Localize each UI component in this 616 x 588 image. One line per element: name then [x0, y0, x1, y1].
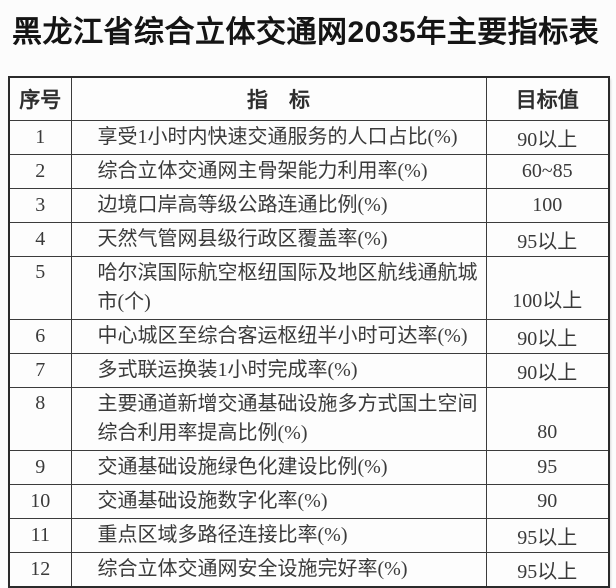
header-target: 目标值 [485, 76, 610, 121]
target-cell: 100 [485, 187, 610, 223]
table-row: 5 哈尔滨国际航空枢纽国际及地区航线通航城市(个) 100以上 [8, 255, 610, 320]
table-row: 1 享受1小时内快速交通服务的人口占比(%) 90以上 [8, 119, 610, 155]
table-row: 11 重点区域多路径连接比率(%) 95以上 [8, 517, 610, 553]
seq-cell: 4 [8, 221, 72, 257]
indicator-cell: 综合立体交通网安全设施完好率(%) [70, 551, 487, 587]
table-row: 3 边境口岸高等级公路连通比例(%) 100 [8, 187, 610, 223]
indicator-cell: 主要通道新增交通基础设施多方式国土空间综合利用率提高比例(%) [70, 386, 487, 451]
target-cell: 95 [485, 449, 610, 485]
header-seq: 序号 [8, 76, 72, 121]
seq-cell: 6 [8, 318, 72, 354]
seq-cell: 1 [8, 119, 72, 155]
indicator-cell: 边境口岸高等级公路连通比例(%) [70, 187, 487, 223]
target-cell: 90 [485, 483, 610, 519]
table-row: 7 多式联运换装1小时完成率(%) 90以上 [8, 352, 610, 388]
header-indicator: 指 标 [70, 76, 487, 121]
target-cell: 95以上 [485, 221, 610, 257]
table-row: 9 交通基础设施绿色化建设比例(%) 95 [8, 449, 610, 485]
page-title: 黑龙江省综合立体交通网2035年主要指标表 [12, 16, 600, 49]
target-cell: 90以上 [485, 318, 610, 354]
indicator-cell: 重点区域多路径连接比率(%) [70, 517, 487, 553]
target-cell: 100以上 [485, 255, 610, 320]
indicator-cell: 多式联运换装1小时完成率(%) [70, 352, 487, 388]
indicator-cell: 享受1小时内快速交通服务的人口占比(%) [70, 119, 487, 155]
table-row: 10 交通基础设施数字化率(%) 90 [8, 483, 610, 519]
seq-cell: 11 [8, 517, 72, 553]
seq-cell: 12 [8, 551, 72, 587]
indicator-cell: 交通基础设施数字化率(%) [70, 483, 487, 519]
indicator-cell: 综合立体交通网主骨架能力利用率(%) [70, 153, 487, 189]
table-row: 6 中心城区至综合客运枢纽半小时可达率(%) 90以上 [8, 318, 610, 354]
table-header-row: 序号 指 标 目标值 [8, 76, 610, 121]
seq-cell: 3 [8, 187, 72, 223]
seq-cell: 8 [8, 386, 72, 451]
table-row: 8 主要通道新增交通基础设施多方式国土空间综合利用率提高比例(%) 80 [8, 386, 610, 451]
indicator-cell: 天然气管网县级行政区覆盖率(%) [70, 221, 487, 257]
target-cell: 90以上 [485, 119, 610, 155]
target-cell: 95以上 [485, 517, 610, 553]
target-cell: 60~85 [485, 153, 610, 189]
seq-cell: 5 [8, 255, 72, 320]
seq-cell: 9 [8, 449, 72, 485]
indicator-cell: 中心城区至综合客运枢纽半小时可达率(%) [70, 318, 487, 354]
seq-cell: 7 [8, 352, 72, 388]
table-row: 4 天然气管网县级行政区覆盖率(%) 95以上 [8, 221, 610, 257]
indicator-table-body: 1 享受1小时内快速交通服务的人口占比(%) 90以上 2 综合立体交通网主骨架… [8, 119, 610, 587]
table-row: 12 综合立体交通网安全设施完好率(%) 95以上 [8, 551, 610, 587]
target-cell: 80 [485, 386, 610, 451]
target-cell: 95以上 [485, 551, 610, 587]
table-row: 2 综合立体交通网主骨架能力利用率(%) 60~85 [8, 153, 610, 189]
indicator-table: 序号 指 标 目标值 1 享受1小时内快速交通服务的人口占比(%) 90以上 2… [8, 76, 610, 588]
seq-cell: 2 [8, 153, 72, 189]
target-cell: 90以上 [485, 352, 610, 388]
indicator-cell: 交通基础设施绿色化建设比例(%) [70, 449, 487, 485]
seq-cell: 10 [8, 483, 72, 519]
indicator-cell: 哈尔滨国际航空枢纽国际及地区航线通航城市(个) [70, 255, 487, 320]
